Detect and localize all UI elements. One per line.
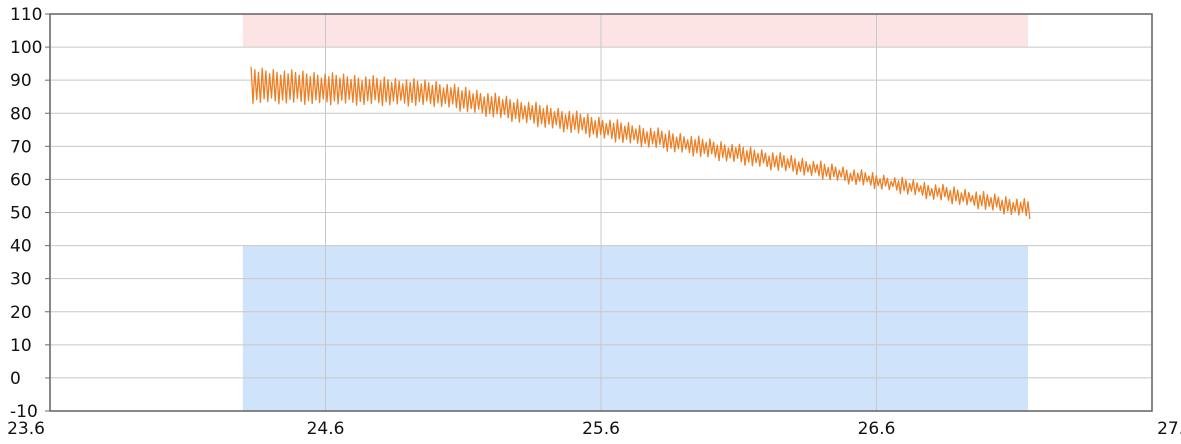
grid-lines <box>49 13 1153 412</box>
y-tick-label-5: 40 <box>10 237 32 257</box>
y-tick-label-10: 90 <box>10 71 32 91</box>
y-tick-label-6: 50 <box>10 204 32 224</box>
y-tick-label-8: 70 <box>10 137 32 157</box>
y-tick-label-1: 0 <box>10 369 21 389</box>
y-tick-label-12: 110 <box>10 5 42 25</box>
y-tick-label-2: 10 <box>10 336 32 356</box>
x-tick-label-0: 23.6 <box>7 419 45 439</box>
y-tick-label-0: -10 <box>10 402 38 422</box>
series-layer <box>250 66 1031 220</box>
band-1 <box>242 14 1029 48</box>
y-tick-label-11: 100 <box>10 38 42 58</box>
x-tick-label-2: 25.6 <box>582 419 620 439</box>
x-tick-label-3: 26.6 <box>858 419 896 439</box>
y-axis-ticks: -10 0 10 20 30 40 50 60 70 80 90 100 110 <box>10 5 50 422</box>
band-0 <box>242 245 1029 411</box>
series-line-0 <box>250 66 1031 220</box>
x-axis-ticks: 23.6 24.6 25.6 26.6 27.6 <box>7 419 1181 439</box>
x-tick-label-1: 24.6 <box>307 419 345 439</box>
x-tick-label-4: 27.6 <box>1157 419 1181 439</box>
y-tick-label-4: 30 <box>10 270 32 290</box>
y-tick-label-7: 60 <box>10 170 32 190</box>
threshold-bands <box>242 14 1029 411</box>
y-tick-label-3: 20 <box>10 303 32 323</box>
y-tick-label-9: 80 <box>10 104 32 124</box>
